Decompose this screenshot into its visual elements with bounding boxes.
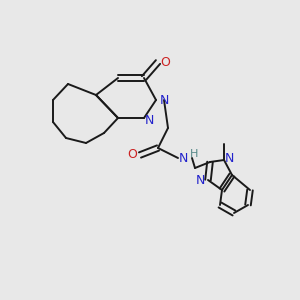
Text: O: O: [127, 148, 137, 161]
Text: N: N: [144, 113, 154, 127]
Text: N: N: [195, 175, 205, 188]
Text: O: O: [160, 56, 170, 68]
Text: N: N: [159, 94, 169, 107]
Text: N: N: [224, 152, 234, 164]
Text: H: H: [190, 149, 198, 159]
Text: N: N: [178, 152, 188, 166]
